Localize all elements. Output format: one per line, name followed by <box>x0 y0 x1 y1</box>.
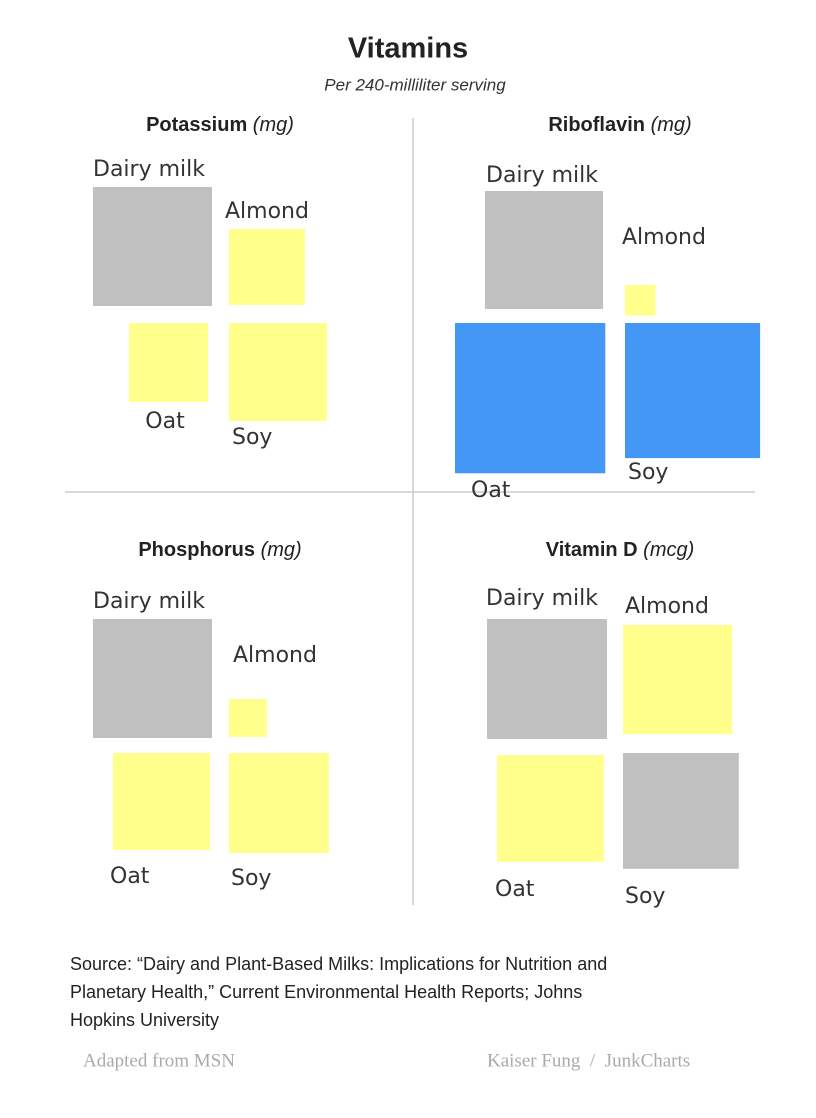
square-label: Almond <box>225 199 309 224</box>
square-label: Oat <box>110 864 150 889</box>
title: Vitamins <box>348 33 468 65</box>
subtitle: Per 240-milliliter serving <box>324 75 506 94</box>
square <box>229 229 305 305</box>
panel-title: Phosphorus (mg) <box>138 539 301 561</box>
source-line: Planetary Health,” Current Environmental… <box>70 982 582 1002</box>
square <box>113 753 210 850</box>
square-label: Almond <box>625 594 709 619</box>
square <box>229 699 267 737</box>
square-label: Oat <box>471 478 511 503</box>
square-label: Soy <box>628 460 668 485</box>
panel-unit: (mg) <box>261 539 302 561</box>
panel-unit: (mcg) <box>643 539 694 561</box>
square-label: Oat <box>145 409 185 434</box>
panel-name: Vitamin D <box>546 539 638 561</box>
square <box>487 619 607 739</box>
square-label: Dairy milk <box>486 586 598 611</box>
square-label: Soy <box>231 866 271 891</box>
source-line: Hopkins University <box>70 1010 219 1030</box>
panel-title: Potassium (mg) <box>146 114 294 136</box>
square <box>455 323 606 474</box>
square <box>623 625 733 735</box>
credit: Adapted from MSN <box>83 1050 235 1071</box>
panel-unit: (mg) <box>253 114 294 136</box>
square-label: Soy <box>232 425 272 450</box>
square-label: Oat <box>495 877 535 902</box>
square-label: Soy <box>625 884 665 909</box>
panel-unit: (mg) <box>651 114 692 136</box>
panel-title: Riboflavin (mg) <box>548 114 691 136</box>
square-label: Almond <box>622 225 706 250</box>
square <box>497 755 604 862</box>
source-line: Source: “Dairy and Plant-Based Milks: Im… <box>70 954 607 974</box>
square <box>625 323 761 459</box>
square <box>93 187 212 306</box>
square <box>623 753 739 869</box>
panel-name: Phosphorus <box>138 539 255 561</box>
square <box>485 191 603 309</box>
square-label: Dairy milk <box>93 157 205 182</box>
square <box>93 619 212 738</box>
square <box>229 753 329 853</box>
panel-name: Riboflavin <box>548 114 645 136</box>
square <box>229 323 327 421</box>
square-label: Almond <box>233 643 317 668</box>
square <box>625 285 656 316</box>
panel-name: Potassium <box>146 114 247 136</box>
panel-title: Vitamin D (mcg) <box>546 539 695 561</box>
square <box>129 323 208 402</box>
credit: Kaiser Fung / JunkCharts <box>487 1050 690 1071</box>
square-label: Dairy milk <box>93 589 205 614</box>
square-label: Dairy milk <box>486 163 598 188</box>
